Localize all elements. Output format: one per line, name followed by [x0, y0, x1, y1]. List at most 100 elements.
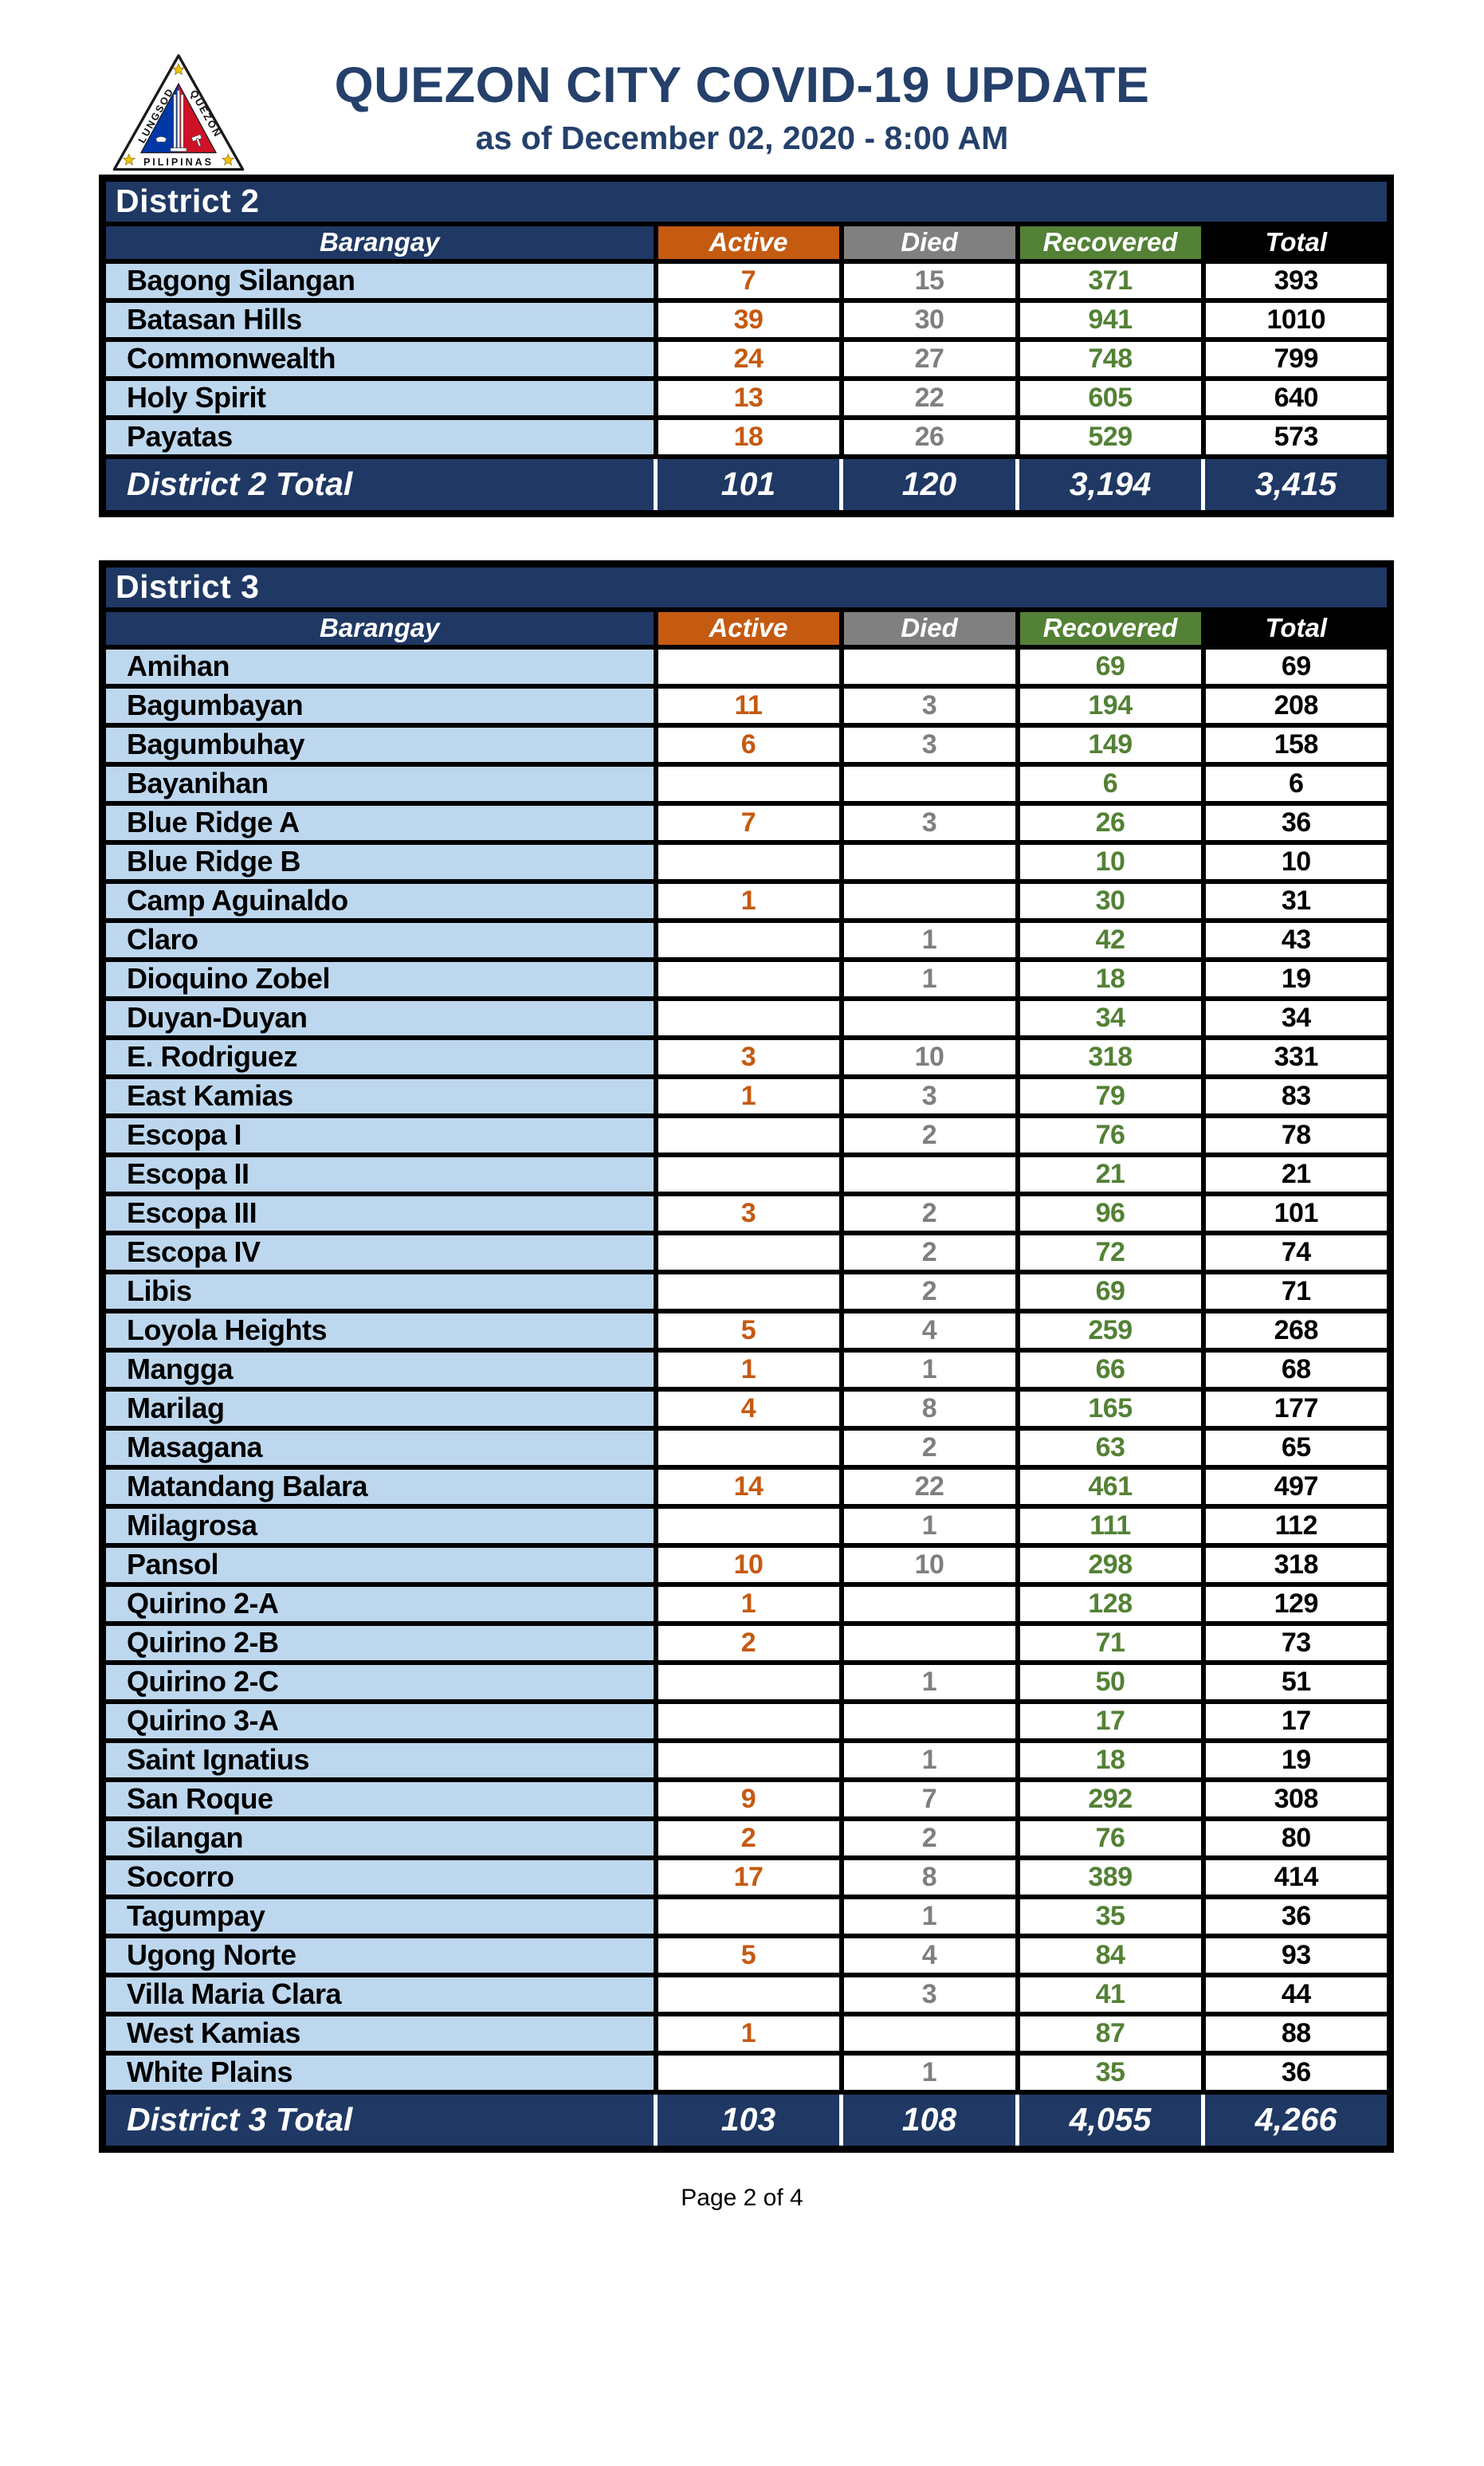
active-cell	[653, 995, 844, 1040]
district-total-active: 103	[654, 2089, 843, 2152]
recovered-cell: 389	[1015, 1855, 1206, 1899]
total-cell: 10	[1200, 839, 1393, 884]
barangay-cell: Amihan	[100, 644, 658, 689]
died-cell: 27	[838, 336, 1020, 381]
barangay-cell: Marilag	[100, 1386, 658, 1431]
total-cell: 177	[1200, 1386, 1393, 1431]
recovered-cell: 41	[1015, 1972, 1206, 2016]
died-cell	[838, 2011, 1020, 2056]
died-cell: 30	[838, 297, 1020, 342]
barangay-cell: Milagrosa	[100, 1503, 658, 1548]
table-row: Claro 1 42 43	[100, 917, 1393, 962]
died-cell	[838, 878, 1020, 923]
active-cell	[653, 644, 844, 689]
seal-text-pilipinas: PILIPINAS	[143, 157, 214, 168]
recovered-cell: 72	[1015, 1230, 1206, 1274]
active-cell	[653, 839, 844, 884]
recovered-cell: 529	[1015, 414, 1206, 459]
active-cell: 7	[653, 800, 844, 845]
active-cell: 24	[653, 336, 844, 381]
barangay-cell: White Plains	[100, 2050, 658, 2095]
district-total-row: District 2 Total 101 120 3,194 3,415	[100, 454, 1393, 516]
column-header-barangay: Barangay	[100, 221, 658, 264]
recovered-cell: 605	[1015, 375, 1206, 420]
column-header-recovered: Recovered	[1015, 221, 1206, 264]
died-cell: 22	[838, 375, 1020, 420]
table-row: Batasan Hills 39 30 941 1010	[100, 297, 1393, 342]
table-row: West Kamias 1 87 88	[100, 2011, 1393, 2056]
total-cell: 129	[1200, 1581, 1393, 1626]
died-cell: 1	[838, 1738, 1020, 1782]
active-cell: 3	[653, 1035, 844, 1079]
star-icons	[122, 62, 235, 166]
district-3-table: District 3 Barangay Active Died Recovered Tot…	[99, 560, 1395, 2154]
column-header-recovered: Recovered	[1015, 607, 1206, 650]
died-cell	[838, 1698, 1020, 1743]
table-row: Quirino 2-C 1 50 51	[100, 1659, 1393, 1704]
table-row: Milagrosa 1 111 112	[100, 1503, 1393, 1548]
table-row: Socorro 17 8 389 414	[100, 1855, 1393, 1899]
died-cell: 3	[838, 683, 1020, 728]
died-cell: 3	[838, 1972, 1020, 2016]
total-cell: 74	[1200, 1230, 1393, 1274]
column-header-row: Barangay Active Died Recovered Total	[100, 221, 1393, 264]
active-cell	[653, 1738, 844, 1782]
active-cell: 6	[653, 722, 844, 767]
table-row: Mangga 1 1 66 68	[100, 1347, 1393, 1392]
barangay-cell: Masagana	[100, 1425, 658, 1470]
total-cell: 34	[1200, 995, 1393, 1040]
total-cell: 31	[1200, 878, 1393, 923]
recovered-cell: 50	[1015, 1659, 1206, 1704]
recovered-cell: 194	[1015, 683, 1206, 728]
barangay-cell: Quirino 2-C	[100, 1659, 658, 1704]
recovered-cell: 18	[1015, 956, 1206, 1001]
barangay-cell: Escopa II	[100, 1152, 658, 1196]
recovered-cell: 21	[1015, 1152, 1206, 1196]
died-cell: 2	[838, 1113, 1020, 1157]
recovered-cell: 318	[1015, 1035, 1206, 1079]
recovered-cell: 84	[1015, 1933, 1206, 1977]
active-cell: 5	[653, 1308, 844, 1353]
died-cell: 22	[838, 1464, 1020, 1509]
died-cell: 2	[838, 1191, 1020, 1235]
recovered-cell: 42	[1015, 917, 1206, 962]
active-cell: 2	[653, 1620, 844, 1665]
active-cell: 11	[653, 683, 844, 728]
active-cell	[653, 1230, 844, 1274]
recovered-cell: 76	[1015, 1816, 1206, 1860]
barangay-cell: Camp Aguinaldo	[100, 878, 658, 923]
total-cell: 93	[1200, 1933, 1393, 1977]
table-row: Quirino 3-A 17 17	[100, 1698, 1393, 1743]
table-row: Dioquino Zobel 1 18 19	[100, 956, 1393, 1001]
recovered-cell: 111	[1015, 1503, 1206, 1548]
page-number: Page 2 of 4	[681, 2185, 803, 2212]
died-cell	[838, 995, 1020, 1040]
table-row: Escopa I 2 76 78	[100, 1113, 1393, 1157]
active-cell	[653, 1659, 844, 1704]
recovered-cell: 76	[1015, 1113, 1206, 1157]
recovered-cell: 149	[1015, 722, 1206, 767]
active-cell	[653, 2050, 844, 2095]
recovered-cell: 30	[1015, 878, 1206, 923]
table-row: Blue Ridge B 10 10	[100, 839, 1393, 884]
total-cell: 318	[1200, 1542, 1393, 1587]
active-cell	[653, 1113, 844, 1157]
district-title: District 3	[100, 561, 1393, 612]
table-row: Marilag 4 8 165 177	[100, 1386, 1393, 1431]
barangay-cell: Loyola Heights	[100, 1308, 658, 1353]
died-cell: 7	[838, 1777, 1020, 1821]
died-cell: 3	[838, 1074, 1020, 1118]
table-row: White Plains 1 35 36	[100, 2050, 1393, 2095]
table-row: Villa Maria Clara 3 41 44	[100, 1972, 1393, 2016]
report-date-subtitle: as of December 02, 2020 - 8:00 AM	[475, 120, 1009, 157]
table-row: Loyola Heights 5 4 259 268	[100, 1308, 1393, 1353]
recovered-cell: 35	[1015, 2050, 1206, 2095]
recovered-cell: 35	[1015, 1894, 1206, 1938]
recovered-cell: 69	[1015, 644, 1206, 689]
total-cell: 36	[1200, 1894, 1393, 1938]
table-row: Holy Spirit 13 22 605 640	[100, 375, 1393, 420]
table-row: Payatas 18 26 529 573	[100, 414, 1393, 459]
died-cell: 1	[838, 1503, 1020, 1548]
died-cell: 4	[838, 1933, 1020, 1977]
